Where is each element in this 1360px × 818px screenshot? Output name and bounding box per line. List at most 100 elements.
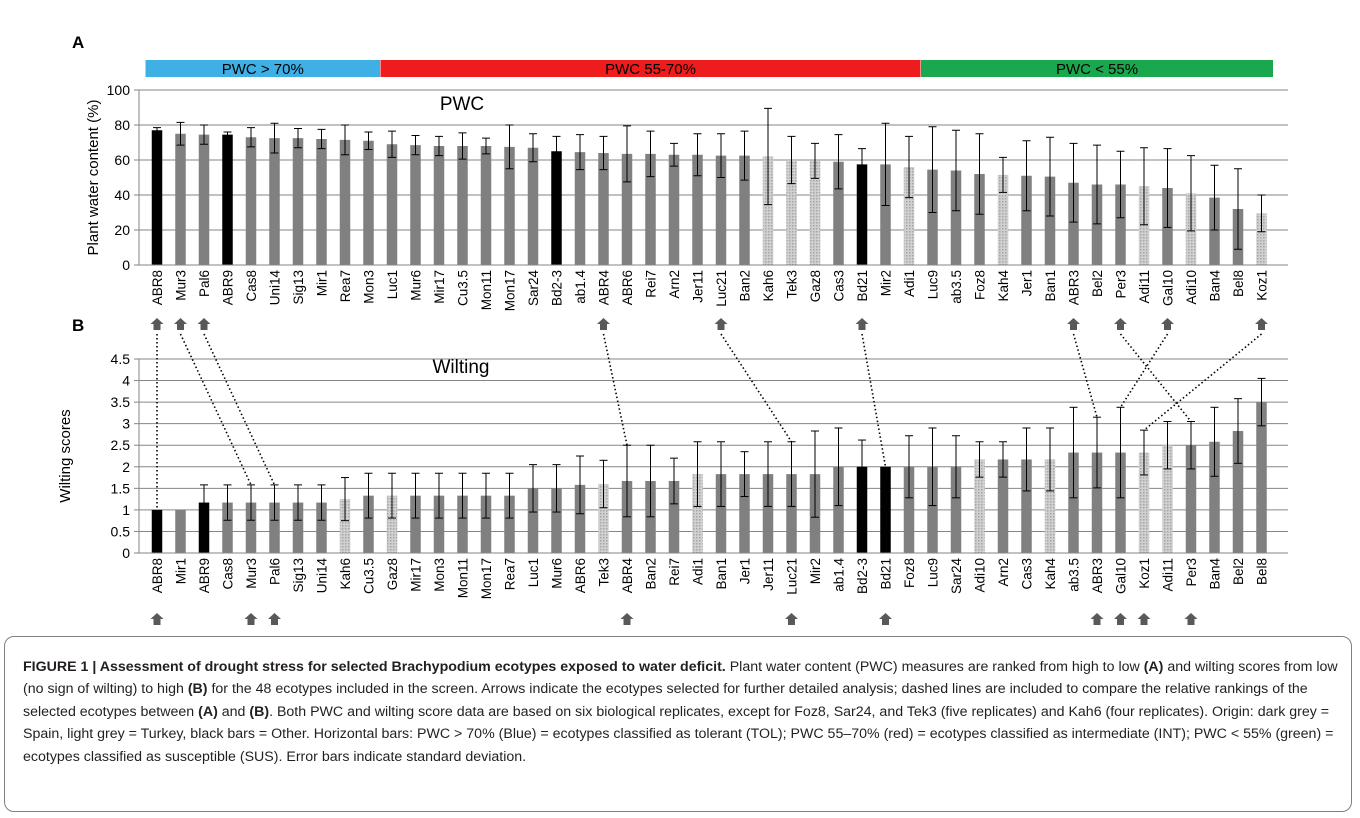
panel-b-chart: B 0 0.5 1 1.5 2 2.5 3 3.5 4 4.5 Wilting scores Wilti… xyxy=(57,316,1288,625)
x-tick-label: Rei7 xyxy=(644,270,659,298)
bar xyxy=(222,502,233,553)
bar xyxy=(974,459,985,553)
x-tick-label: Bel2 xyxy=(1090,270,1105,297)
x-tick-label: ab3.5 xyxy=(949,270,964,304)
caption-ref-b: (B) xyxy=(249,703,270,720)
bar xyxy=(457,146,468,265)
bar xyxy=(175,509,186,553)
y-tick-label: 60 xyxy=(114,152,130,168)
caption-text: and wilting scores from low (no sign of … xyxy=(23,659,1338,698)
x-tick-label: Mon11 xyxy=(456,558,471,598)
selection-arrow-icon xyxy=(1255,318,1268,330)
ranking-connector xyxy=(1143,333,1263,431)
x-tick-label: Ban4 xyxy=(1208,558,1223,590)
bar xyxy=(198,134,210,265)
bar xyxy=(316,502,327,553)
y-tick-label: 4 xyxy=(122,373,130,389)
x-tick-label: Uni14 xyxy=(315,558,330,594)
bar xyxy=(339,139,351,265)
bar xyxy=(1044,176,1056,265)
bar xyxy=(198,502,210,553)
bar xyxy=(715,155,727,265)
bar xyxy=(903,466,915,553)
selection-arrow-icon xyxy=(1184,613,1198,625)
bar xyxy=(856,164,868,265)
x-tick-label: ABR9 xyxy=(197,558,212,593)
selection-arrow-icon xyxy=(174,318,187,330)
selection-arrow-icon xyxy=(620,613,634,625)
y-tick-label: 0.5 xyxy=(111,523,131,539)
y-tick-label: 0 xyxy=(122,545,130,561)
bar xyxy=(222,134,233,265)
selection-arrow-icon xyxy=(785,613,798,625)
x-tick-label: Mur3 xyxy=(174,270,189,301)
x-tick-label: Bd21 xyxy=(855,270,870,302)
bar xyxy=(339,499,351,553)
class-bar-label: PWC < 55% xyxy=(1056,61,1138,78)
bar xyxy=(527,147,539,265)
ranking-connector xyxy=(861,333,887,467)
bar xyxy=(386,495,398,553)
x-tick-label: Jer11 xyxy=(761,558,776,591)
selection-arrow-icon xyxy=(150,613,164,625)
y-tick-label: 1.5 xyxy=(111,480,131,496)
bar xyxy=(833,466,844,553)
class-bar-label: PWC 55-70% xyxy=(605,61,696,78)
y-tick-label: 3 xyxy=(122,416,130,432)
panel-a-chart: A 0 20 40 60 80 100 Plant water content (%) PWC P… xyxy=(72,33,1288,330)
selection-arrow-icon xyxy=(1161,318,1174,330)
caption-text: and xyxy=(217,703,250,720)
x-tick-label: Cas3 xyxy=(832,270,847,302)
caption-text: . Both PWC and wilting score data are ba… xyxy=(23,703,1334,765)
bar xyxy=(175,133,186,265)
y-tick-label: 1 xyxy=(122,502,130,518)
bar xyxy=(551,151,562,265)
bar xyxy=(504,146,515,265)
bar xyxy=(668,154,680,265)
x-tick-label: Adi11 xyxy=(1137,270,1152,304)
bar xyxy=(433,146,445,265)
x-tick-label: Luc1 xyxy=(385,270,400,299)
selection-arrow-icon xyxy=(268,613,281,625)
ranking-connector xyxy=(203,333,276,486)
x-tick-label: Luc9 xyxy=(926,558,941,587)
selection-arrow-icon xyxy=(197,318,211,330)
x-tick-label: Mur6 xyxy=(409,270,424,301)
bar xyxy=(527,488,539,553)
bar xyxy=(1256,402,1267,553)
x-tick-label: Luc9 xyxy=(926,270,941,299)
class-bar xyxy=(921,60,1273,77)
x-tick-label: Ban2 xyxy=(738,270,753,302)
caption-figure-label: FIGURE 1 | Assessment of drought stress … xyxy=(23,659,726,675)
x-tick-label: Sig13 xyxy=(291,270,306,305)
x-tick-label: Koz1 xyxy=(1255,270,1270,301)
x-tick-label: ABR6 xyxy=(620,270,635,305)
bar xyxy=(974,174,985,265)
x-tick-label: Arn2 xyxy=(667,270,682,299)
ranking-connector xyxy=(720,333,793,443)
x-tick-label: Arn2 xyxy=(996,558,1011,587)
bar xyxy=(927,169,938,265)
bar xyxy=(551,488,562,553)
x-tick-label: ABR4 xyxy=(620,558,635,594)
bar xyxy=(1232,430,1244,553)
bar xyxy=(692,474,703,553)
bar xyxy=(574,484,586,553)
x-tick-label: Ban2 xyxy=(644,558,659,590)
x-tick-label: Tek3 xyxy=(597,558,612,587)
bar xyxy=(1162,445,1173,553)
x-tick-label: Sar24 xyxy=(949,558,964,595)
y-tick-label: 2 xyxy=(122,459,130,475)
x-tick-label: Adi11 xyxy=(1161,558,1176,592)
x-tick-label: Mir1 xyxy=(315,270,330,296)
x-tick-label: Mir1 xyxy=(174,558,189,584)
bar xyxy=(480,146,492,265)
panel-label: A xyxy=(72,33,84,52)
selection-arrow-icon xyxy=(714,318,728,330)
bar xyxy=(786,160,797,265)
bar xyxy=(151,130,163,265)
bar xyxy=(269,138,280,265)
x-tick-label: Cas8 xyxy=(221,558,236,590)
caption-ref-a: (A) xyxy=(198,703,218,720)
